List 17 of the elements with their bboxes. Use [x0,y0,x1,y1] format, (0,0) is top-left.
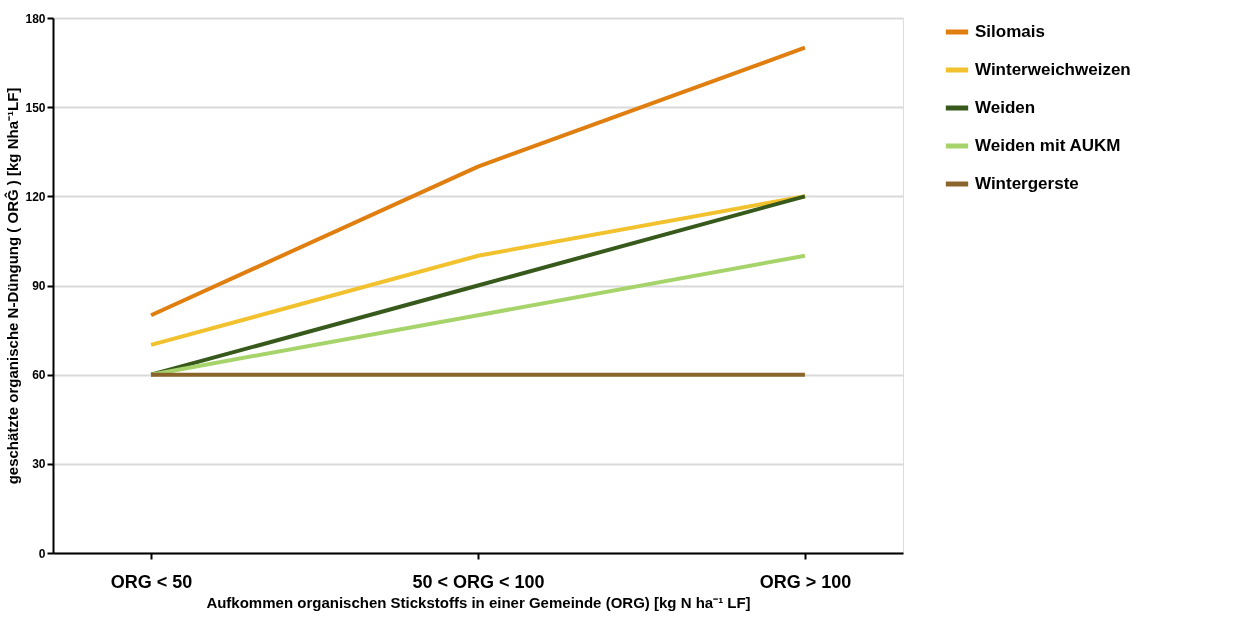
x-tick-label: ORG < 50 [110,571,193,592]
legend-label: Silomais [975,22,1045,41]
y-tick-label: 60 [32,368,46,383]
y-tick-label: 90 [32,279,46,293]
legend-label: Weiden mit AUKM [975,136,1121,155]
y-tick-label: 30 [32,457,46,472]
y-tick-label: 120 [25,189,46,204]
y-tick-label: 150 [25,100,46,115]
y-axis-title: geschätzte organische N-Düngung ( ORĜ ) [kg Nha⁻¹LF] [4,87,22,485]
legend-label: Weiden [975,98,1036,117]
x-axis-title: Aufkommen organischen Stickstoffs in einer Gemeinde (ORG) [kg N ha⁻¹ LF] [206,593,751,611]
legend-label: Wintergerste [975,174,1079,193]
x-tick-label: ORG > 100 [759,571,852,592]
x-tick-label: 50 < ORG < 100 [412,571,545,592]
y-tick-label: 0 [38,546,46,561]
y-tick-label: 180 [25,11,46,26]
legend-label: Winterweichweizen [975,60,1131,79]
